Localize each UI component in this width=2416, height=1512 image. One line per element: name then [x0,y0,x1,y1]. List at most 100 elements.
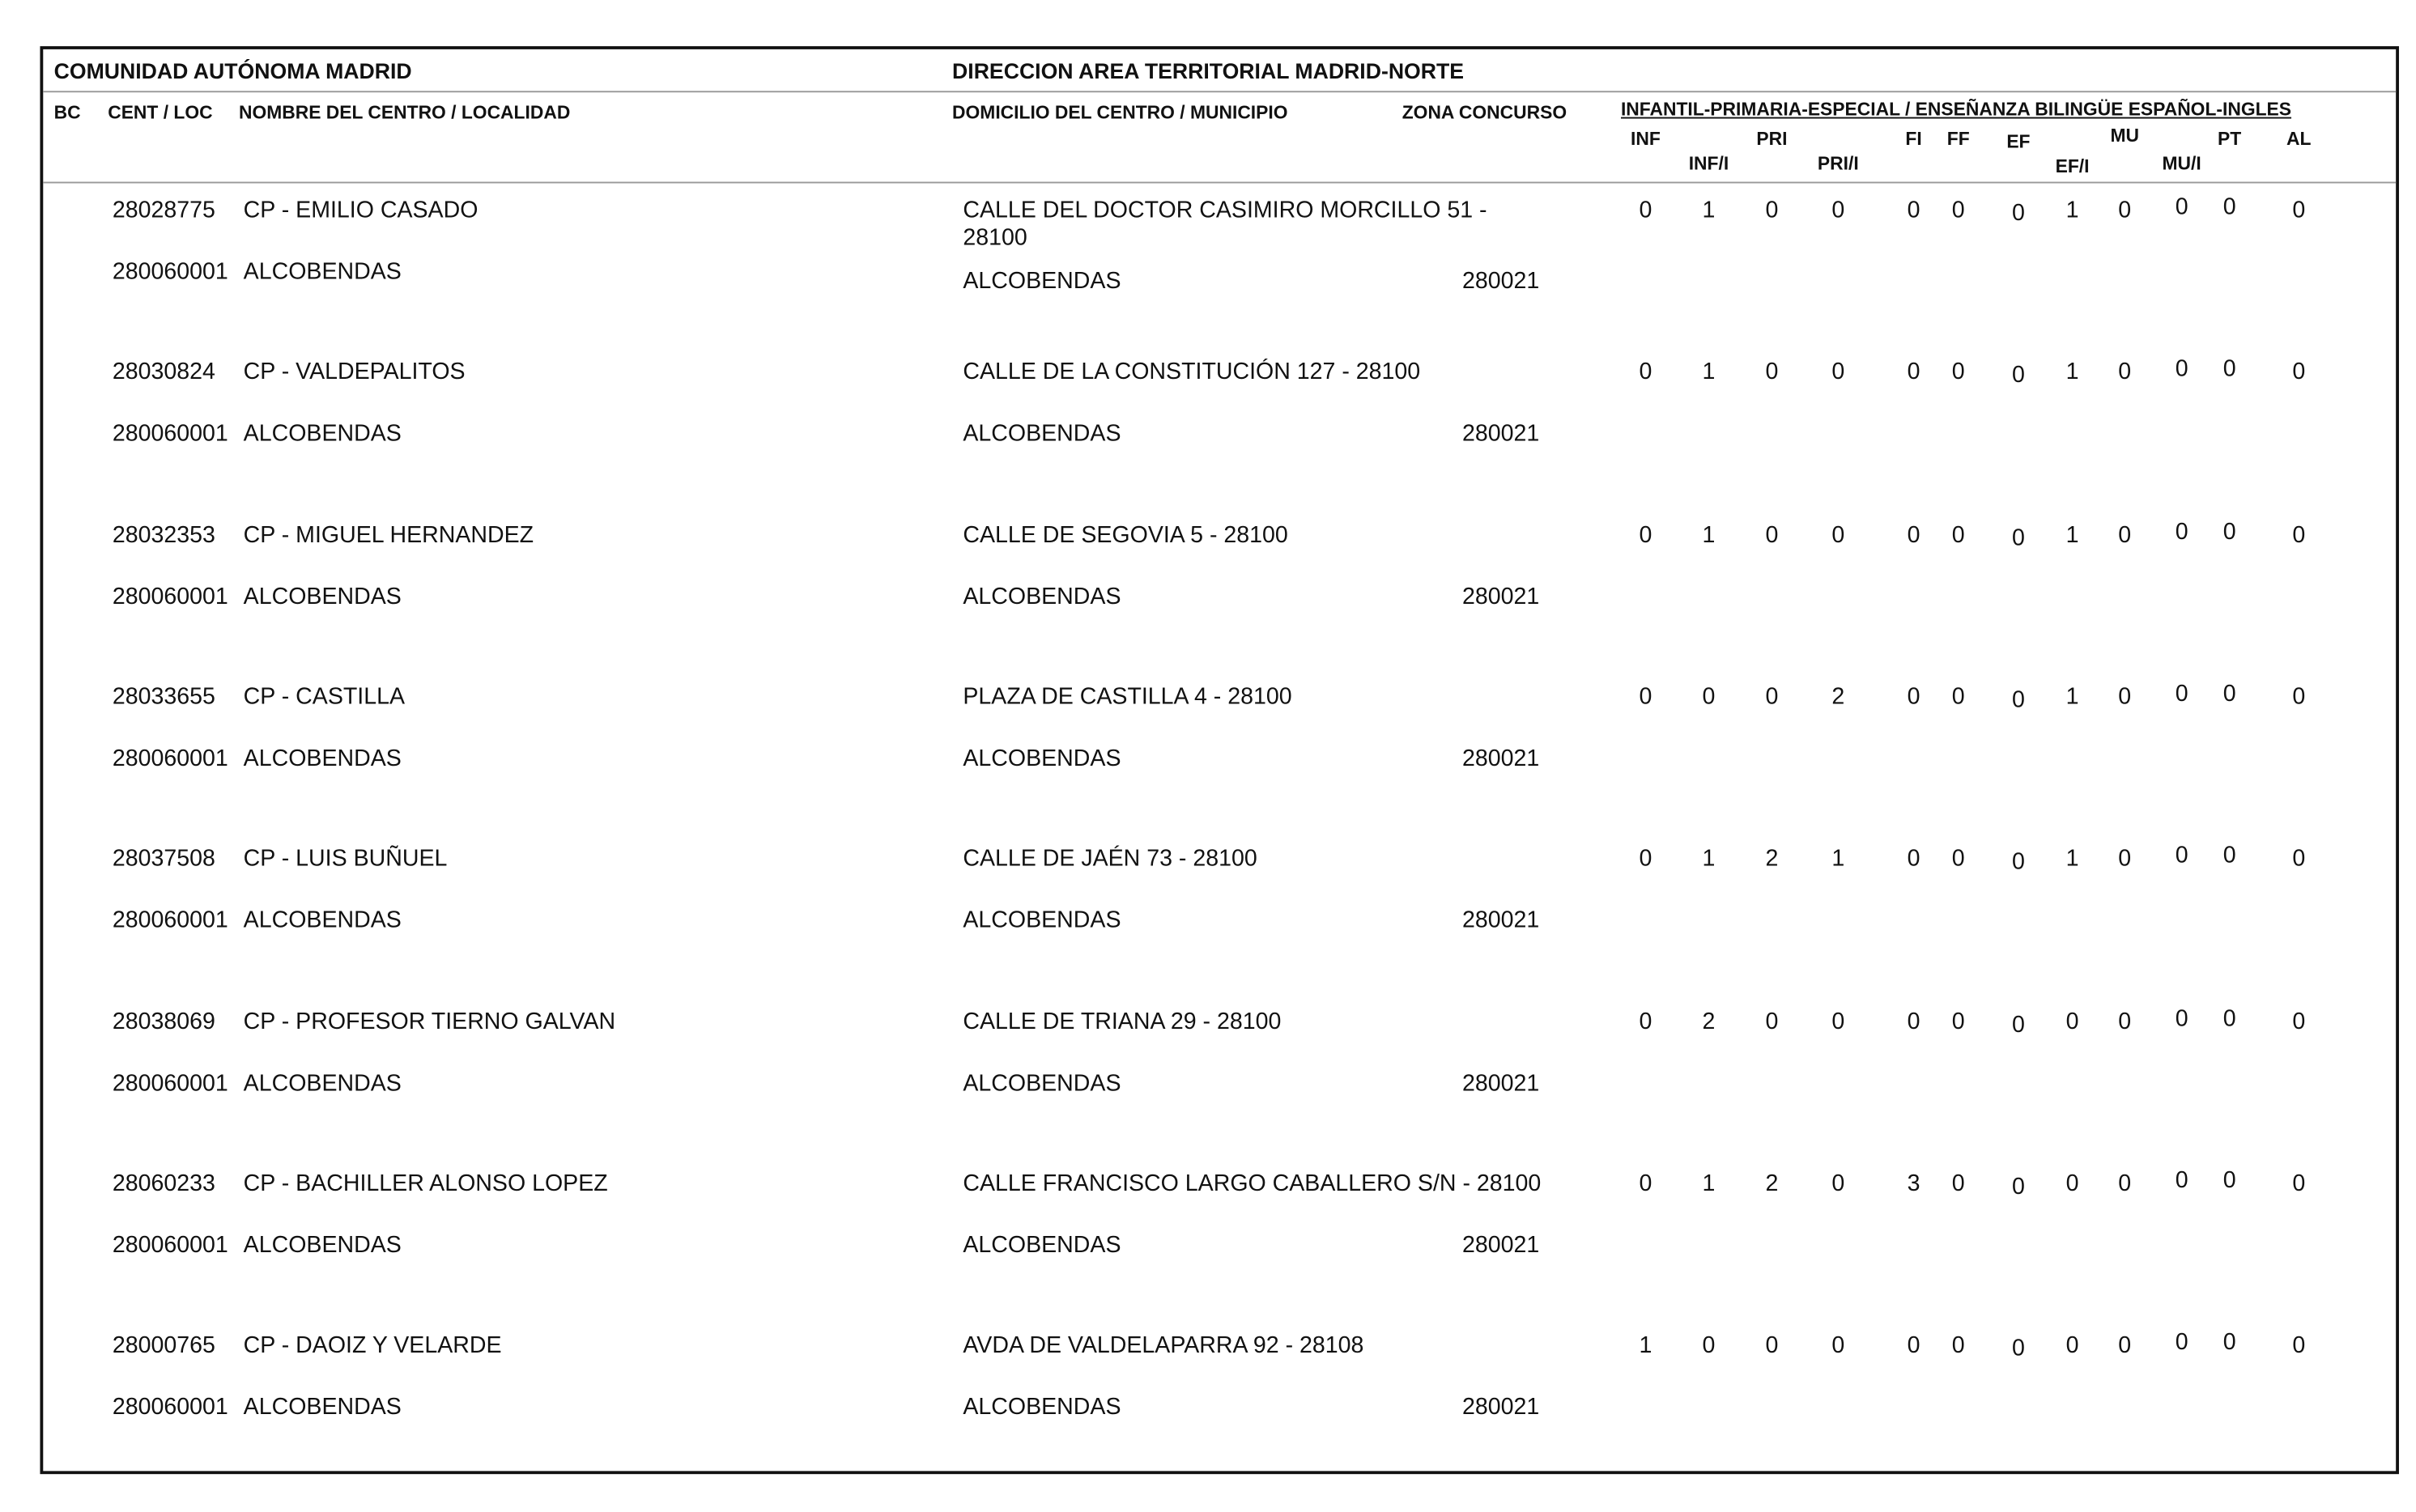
specialty-header: EF [2006,130,2031,153]
vacancy-count: 0 [1907,359,1920,386]
specialty-header: PRI [1756,127,1788,150]
specialty-header: AL [2286,127,2312,150]
vacancy-count: 0 [2175,356,2188,383]
vacancy-count: 1 [1702,1170,1716,1197]
vacancy-count: 0 [1765,1008,1779,1034]
vacancy-count: 0 [1907,1332,1920,1359]
vacancy-count: 0 [2011,686,2025,713]
vacancy-count: 0 [2118,846,2132,873]
vacancy-count: 0 [1831,1170,1845,1197]
locality-code: 280060001 [112,258,228,286]
col-group: INFANTIL-PRIMARIA-ESPECIAL / ENSEÑANZA B… [1620,98,2292,121]
col-cent-loc: CENT / LOC [108,101,213,124]
region: COMUNIDAD AUTÓNOMA MADRID [53,58,412,83]
zone: 280021 [1461,907,1540,934]
locality-code: 280060001 [112,1394,228,1421]
col-bc: BC [53,101,81,124]
vacancy-count: 0 [2065,1170,2079,1197]
center-code: 28038069 [112,1008,215,1034]
zone: 280021 [1461,1069,1540,1096]
specialty-header: INF [1630,127,1661,150]
vacancy-count: 0 [1907,683,1920,711]
locality: ALCOBENDAS [243,421,402,448]
vacancy-count: 0 [2292,683,2306,711]
municipality: ALCOBENDAS [963,268,1121,295]
vacancy-count: 0 [2118,683,2132,711]
vacancy-count: 0 [2292,359,2306,386]
vacancy-count: 0 [2175,1329,2188,1356]
specialty-header: PT [2218,127,2242,150]
center-code: 28060233 [112,1170,215,1197]
vacancy-count: 0 [2292,1170,2306,1197]
vacancy-count: 0 [1639,359,1652,386]
center-address: PLAZA DE CASTILLA 4 - 28100 [963,683,1292,711]
vacancy-count: 0 [2118,359,2132,386]
vacancy-count: 0 [2118,1332,2132,1359]
zone: 280021 [1461,1232,1540,1259]
center-address: CALLE DE SEGOVIA 5 - 28100 [963,521,1288,548]
vacancy-count: 0 [1765,359,1779,386]
center-name: CP - PROFESOR TIERNO GALVAN [243,1008,616,1034]
center-address: CALLE FRANCISCO LARGO CABALLERO S/N - 28… [963,1170,1542,1197]
vacancy-count: 0 [2222,1167,2236,1194]
center-code: 28033655 [112,683,215,711]
vacancy-count: 1 [1831,846,1845,873]
vacancy-count: 0 [2292,197,2306,223]
vacancy-count: 0 [1951,197,1965,223]
zone: 280021 [1461,583,1540,609]
vacancy-count: 0 [2118,521,2132,548]
municipality: ALCOBENDAS [963,1394,1121,1421]
municipality: ALCOBENDAS [963,1232,1121,1259]
vacancy-count: 1 [1639,1332,1652,1359]
vacancy-count: 0 [1907,1008,1920,1034]
municipality: ALCOBENDAS [963,1069,1121,1096]
vacancy-count: 0 [2011,1011,2025,1038]
vacancy-count: 0 [2175,518,2188,545]
specialty-header: MU/I [2162,152,2201,175]
vacancy-count: 0 [2175,1004,2188,1032]
vacancy-count: 0 [2011,525,2025,551]
center-code: 28032353 [112,521,215,548]
zone: 280021 [1461,268,1540,295]
locality-code: 280060001 [112,421,228,448]
specialty-header: FF [1946,127,1970,150]
vacancy-count: 0 [1951,1170,1965,1197]
vacancy-count: 0 [2065,1008,2079,1034]
col-zone: ZONA CONCURSO [1402,101,1567,124]
center-name: CP - CASTILLA [243,683,406,711]
vacancy-count: 0 [1765,197,1779,223]
center-name: CP - DAOIZ Y VELARDE [243,1332,502,1359]
center-address: CALLE DE JAÉN 73 - 28100 [963,846,1257,873]
vacancy-count: 0 [1639,521,1652,548]
center-address: CALLE DEL DOCTOR CASIMIRO MORCILLO 51 - … [963,197,1487,252]
center-name: CP - BACHILLER ALONSO LOPEZ [243,1170,608,1197]
vacancy-count: 0 [2222,356,2236,383]
locality: ALCOBENDAS [243,1232,402,1259]
vacancy-count: 0 [1831,1332,1845,1359]
center-address: CALLE DE LA CONSTITUCIÓN 127 - 28100 [963,359,1421,386]
specialty-header: FI [1905,127,1922,150]
vacancy-count: 0 [2222,193,2236,221]
vacancy-count: 0 [1951,1332,1965,1359]
locality: ALCOBENDAS [243,583,402,609]
direction: DIRECCION AREA TERRITORIAL MADRID-NORTE [952,58,1465,83]
vacancy-count: 0 [1951,359,1965,386]
specialty-header: PRI/I [1817,152,1859,175]
vacancy-count: 0 [1765,1332,1779,1359]
header-bar [43,49,2397,93]
municipality: ALCOBENDAS [963,421,1121,448]
vacancy-count: 0 [1907,846,1920,873]
specialty-header: MU [2110,125,2140,147]
vacancy-count: 2 [1765,1170,1779,1197]
vacancy-count: 2 [1702,1008,1716,1034]
vacancy-count: 0 [2175,680,2188,707]
municipality: ALCOBENDAS [963,583,1121,609]
vacancy-count: 0 [1951,683,1965,711]
vacancy-count: 1 [2065,197,2079,223]
vacancy-count: 0 [1639,1170,1652,1197]
vacancy-count: 0 [2222,680,2236,707]
vacancy-count: 0 [1907,521,1920,548]
center-address: CALLE DE TRIANA 29 - 28100 [963,1008,1282,1034]
vacancy-count: 0 [1765,683,1779,711]
